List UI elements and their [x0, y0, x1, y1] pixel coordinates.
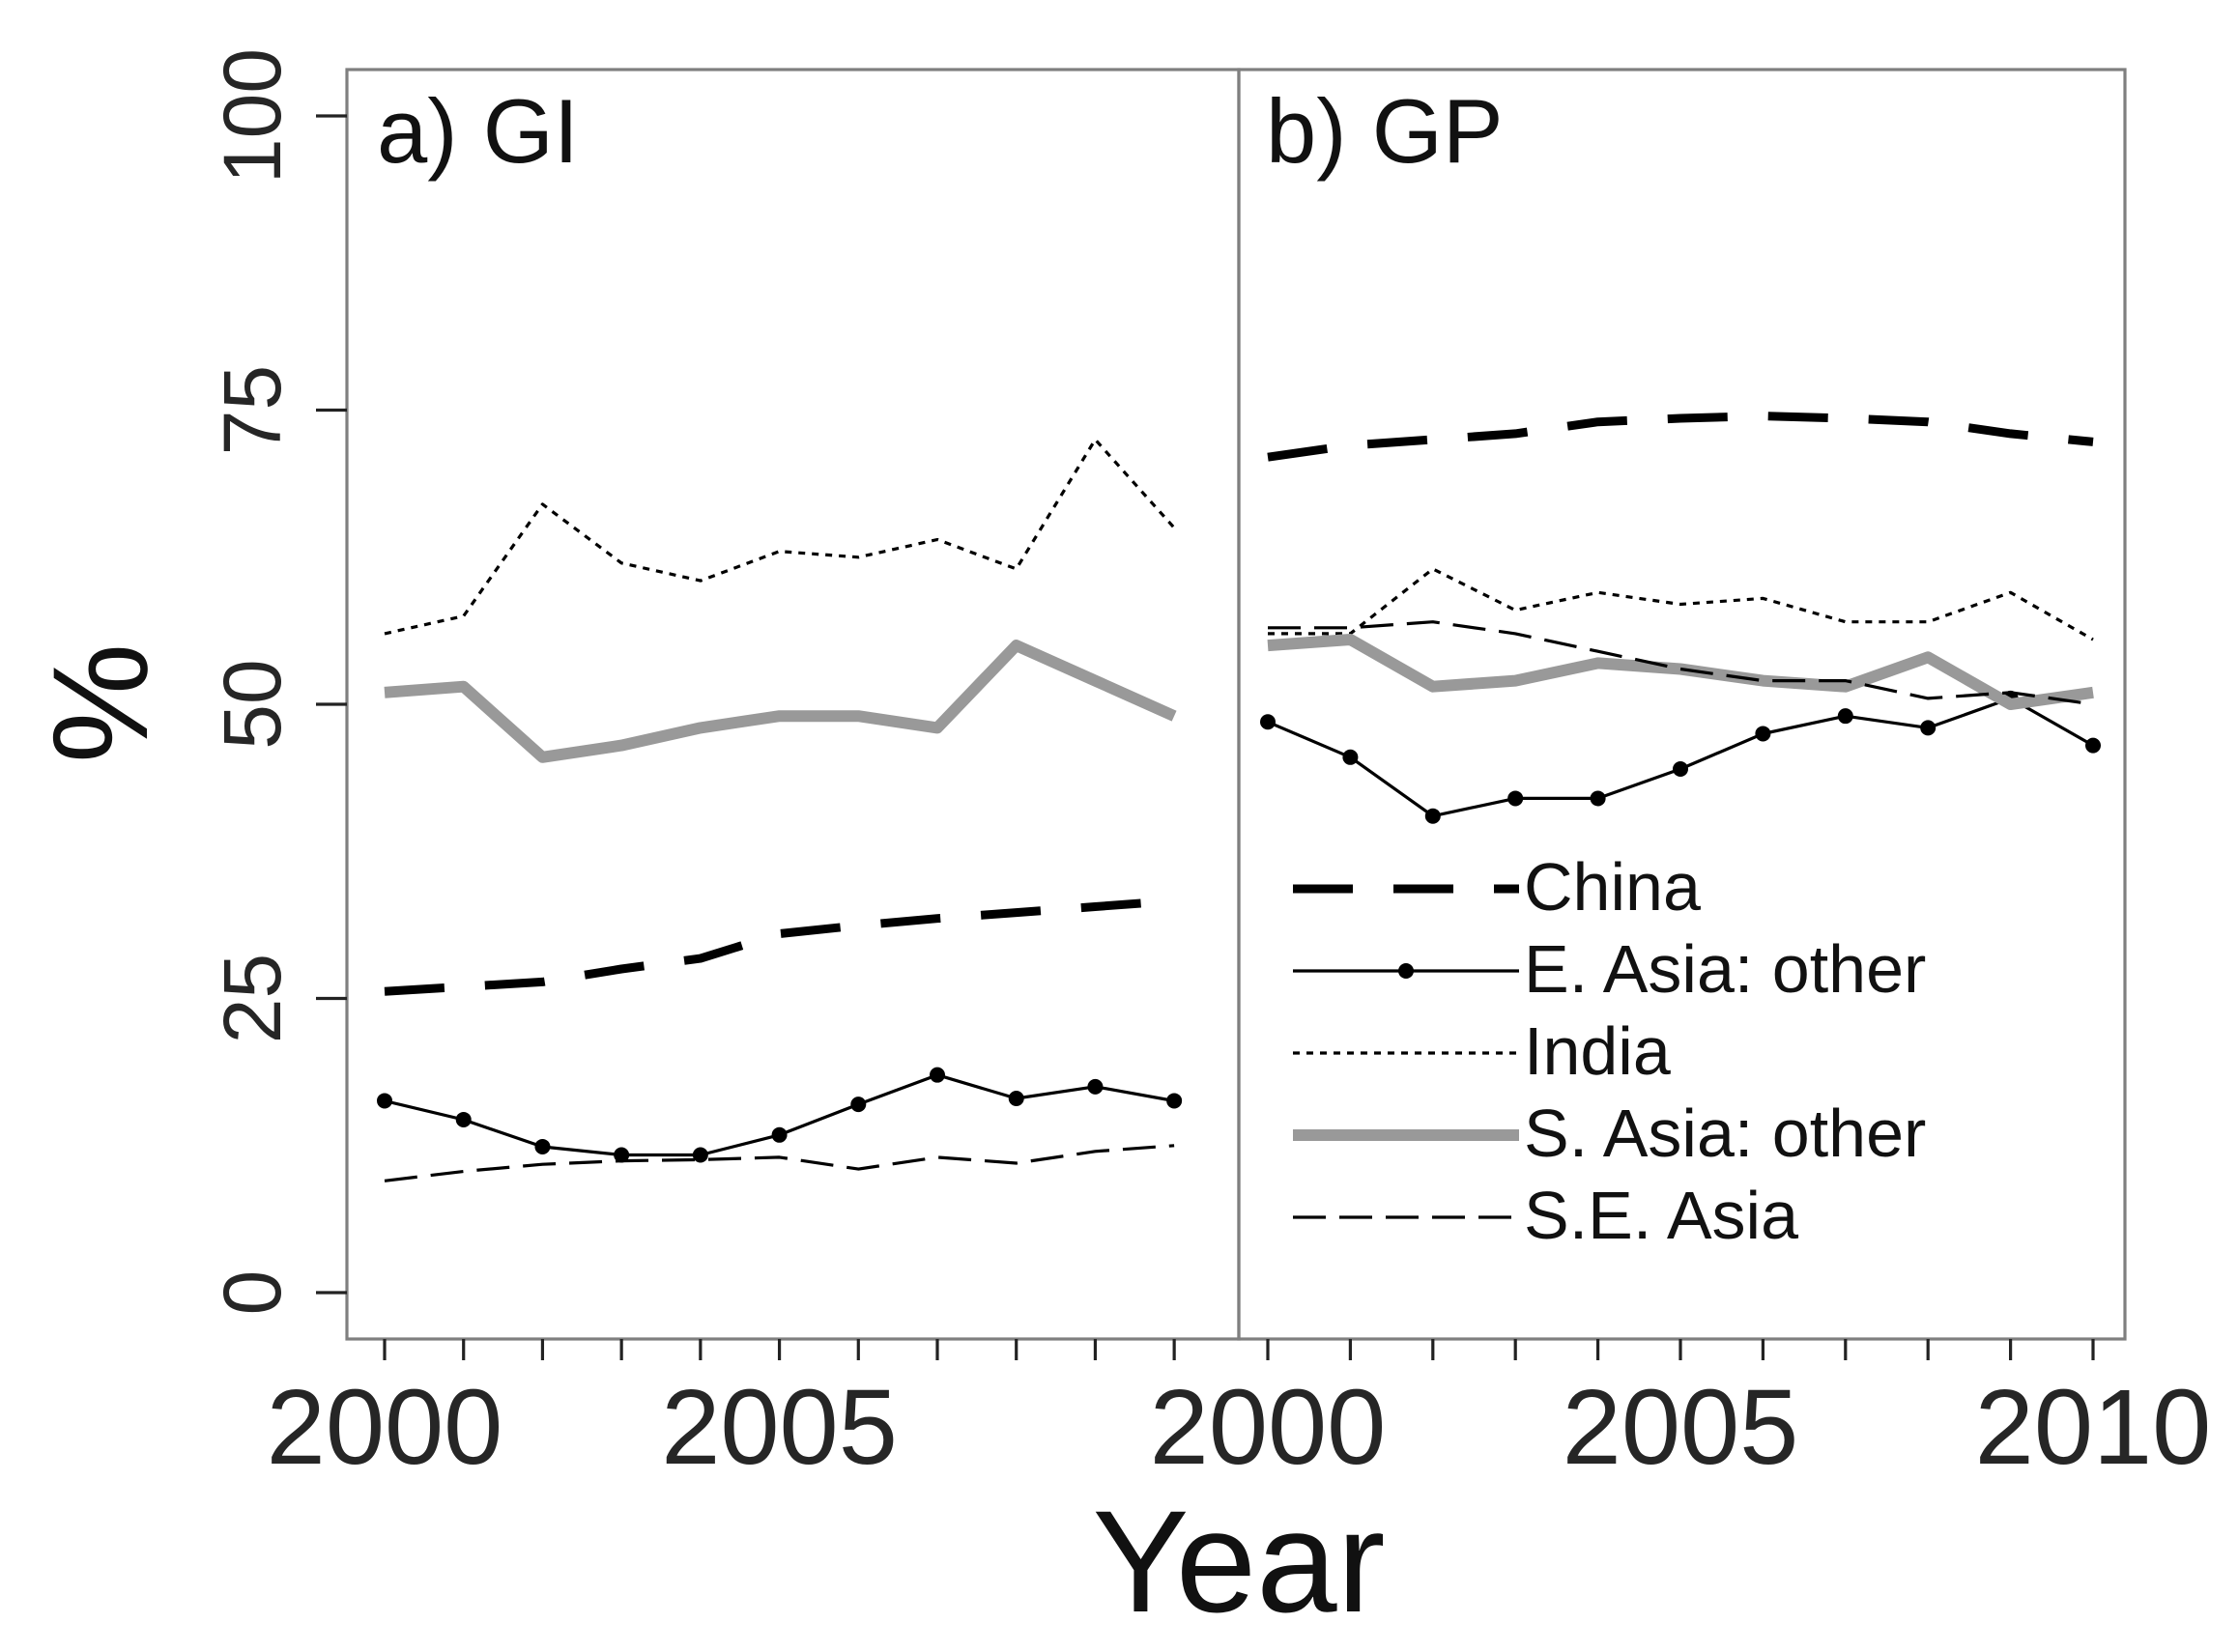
series-china-panel-a — [384, 896, 1175, 996]
series-e-asia-other-panel-b — [1267, 697, 2094, 818]
series-india-panel-b — [1268, 567, 2094, 641]
y-tick-label: 100 — [207, 48, 298, 184]
point-e-asia-other-panel-a — [614, 1147, 630, 1163]
point-e-asia-other-panel-b — [1837, 708, 1853, 725]
point-e-asia-other-panel-b — [1673, 760, 1688, 777]
plot-area — [377, 412, 2101, 1182]
x-tick-label-panel-b: 2010 — [1975, 1368, 2212, 1487]
legend-marker-e-asia-other — [1398, 963, 1414, 979]
x-tick-label-panel-a: 2000 — [267, 1368, 503, 1487]
x-tick-label-panel-a: 2005 — [661, 1368, 898, 1487]
point-e-asia-other-panel-a — [850, 1097, 867, 1113]
point-e-asia-other-panel-b — [1424, 808, 1441, 824]
y-axis: 0 25 50 75 100 — [207, 48, 347, 1315]
point-e-asia-other-panel-b — [2085, 737, 2101, 754]
point-e-asia-other-panel-b — [1755, 726, 1771, 742]
point-e-asia-other-panel-b — [1507, 790, 1524, 807]
x-tick-label-panel-b: 2005 — [1563, 1368, 1799, 1487]
panel-b-title: b) GP — [1266, 80, 1504, 182]
y-tick-label: 25 — [207, 954, 298, 1043]
point-e-asia-other-panel-a — [692, 1147, 708, 1163]
point-e-asia-other-panel-a — [377, 1093, 392, 1109]
point-e-asia-other-panel-a — [1087, 1078, 1104, 1095]
point-e-asia-other-panel-a — [455, 1111, 472, 1127]
y-tick-label: 0 — [207, 1270, 298, 1316]
point-e-asia-other-panel-a — [771, 1126, 788, 1143]
x-tick-label-panel-b: 2000 — [1150, 1368, 1387, 1487]
legend-label-s-e-asia: S.E. Asia — [1524, 1178, 1798, 1253]
y-axis-title: % — [24, 643, 176, 763]
point-e-asia-other-panel-b — [1590, 790, 1606, 807]
series-s-asia-other-panel-b — [1267, 634, 2094, 710]
y-tick-label: 50 — [207, 659, 298, 749]
legend-label-india: India — [1524, 1013, 1671, 1089]
series-s-asia-other-panel-a — [384, 640, 1177, 763]
series-china-panel-b — [1267, 412, 2094, 462]
legend-label-e-asia-other: E. Asia: other — [1524, 931, 1926, 1007]
series-s-e-asia-panel-a — [384, 1144, 1175, 1182]
x-axis: 2000 2005 2000 2005 2010 — [267, 1339, 2212, 1487]
panel-a-title: a) GI — [377, 80, 579, 182]
series-e-asia-other-panel-a — [384, 1073, 1175, 1157]
y-tick-label: 75 — [207, 365, 298, 455]
series-india-panel-a — [384, 438, 1176, 636]
point-e-asia-other-panel-a — [1008, 1091, 1024, 1107]
legend-label-s-asia-other: S. Asia: other — [1524, 1096, 1926, 1171]
point-e-asia-other-panel-b — [1260, 714, 1276, 730]
x-axis-title: Year — [1092, 1480, 1385, 1642]
point-e-asia-other-panel-a — [1166, 1093, 1183, 1109]
point-e-asia-other-panel-a — [534, 1138, 551, 1154]
legend-label-china: China — [1524, 849, 1701, 925]
point-e-asia-other-panel-b — [1920, 720, 1937, 736]
point-e-asia-other-panel-a — [930, 1067, 945, 1083]
point-e-asia-other-panel-b — [1342, 749, 1359, 765]
